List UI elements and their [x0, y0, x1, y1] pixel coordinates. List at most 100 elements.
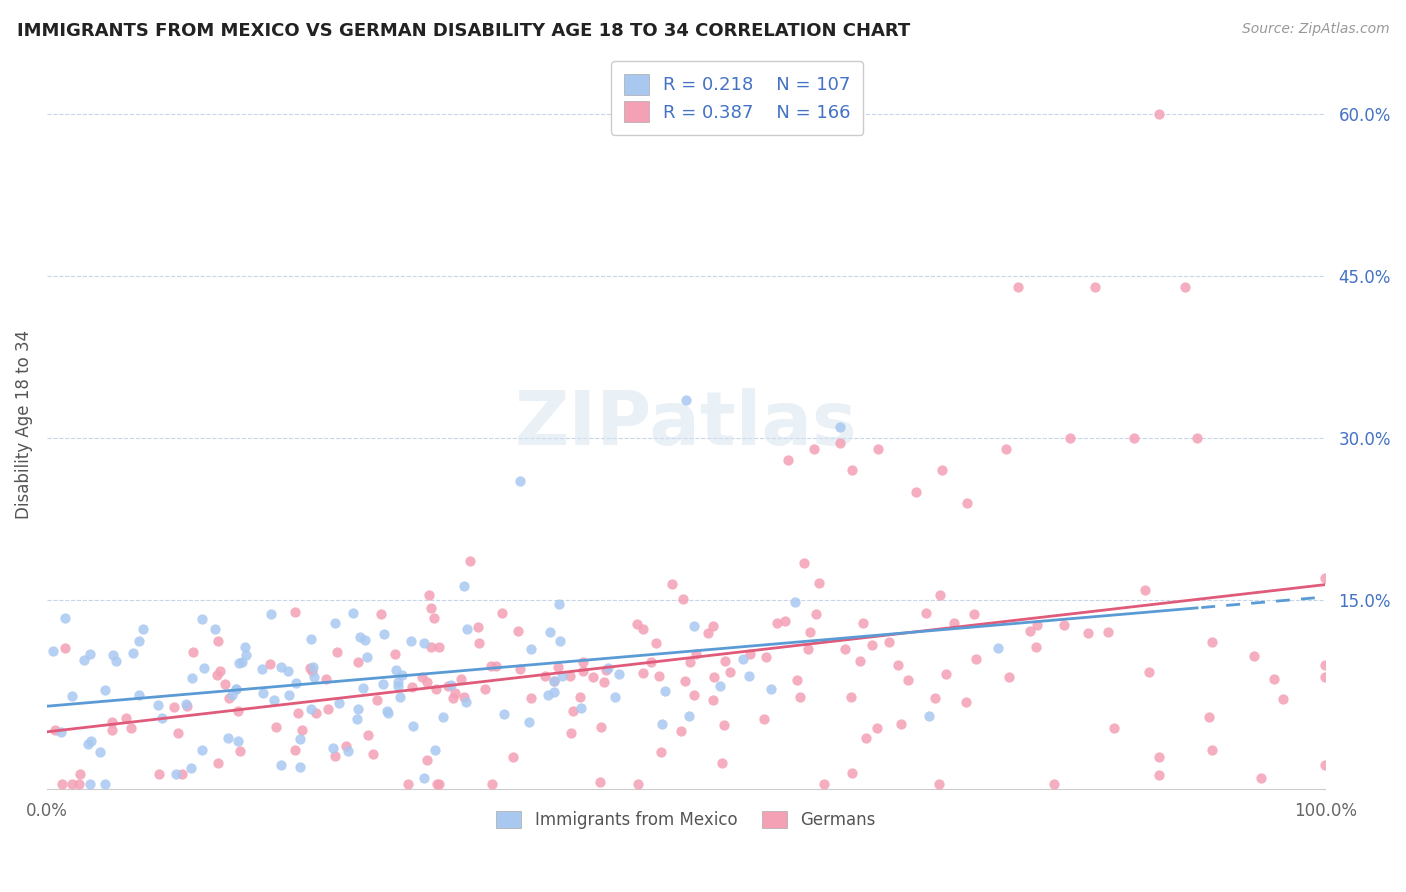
Point [174, 698, 197, 712]
Point [897, 673, 920, 687]
Point [69, 767, 91, 781]
Point [1135, 583, 1157, 598]
Point [51, 725, 73, 739]
Point [128, 688, 150, 702]
Point [44, 723, 66, 738]
Point [1104, 721, 1126, 735]
Point [60, 777, 83, 791]
Point [855, 731, 877, 745]
Point [551, 669, 574, 683]
Point [807, 575, 830, 590]
Point [929, 589, 952, 603]
Point [389, 690, 412, 704]
Point [231, 655, 253, 669]
Point [441, 690, 464, 705]
Point [1201, 743, 1223, 757]
Point [132, 622, 155, 636]
Point [357, 728, 380, 742]
Point [416, 753, 439, 767]
Point [235, 648, 257, 662]
Point [356, 650, 378, 665]
Point [1026, 618, 1049, 632]
Point [849, 654, 872, 668]
Point [377, 706, 399, 720]
Point [1315, 670, 1337, 684]
Point [315, 673, 337, 687]
Point [325, 748, 347, 763]
Point [682, 688, 704, 702]
Point [288, 731, 311, 746]
Point [474, 681, 496, 696]
Point [589, 774, 612, 789]
Point [709, 679, 731, 693]
Point [839, 690, 862, 705]
Point [259, 657, 281, 671]
Point [1147, 768, 1170, 782]
Point [890, 716, 912, 731]
Point [905, 485, 928, 500]
Point [454, 695, 477, 709]
Point [965, 651, 987, 665]
Point [51, 777, 73, 791]
Point [278, 688, 301, 702]
Point [450, 672, 472, 686]
Point [718, 665, 741, 680]
Point [352, 681, 374, 695]
Point [250, 662, 273, 676]
Point [786, 673, 808, 688]
Point [508, 624, 530, 638]
Point [458, 553, 481, 567]
Point [418, 588, 440, 602]
Point [783, 595, 806, 609]
Point [218, 690, 240, 705]
Point [193, 660, 215, 674]
Point [759, 682, 782, 697]
Point [181, 645, 204, 659]
Point [419, 640, 441, 655]
Point [887, 658, 910, 673]
Point [661, 576, 683, 591]
Point [453, 690, 475, 704]
Text: IMMIGRANTS FROM MEXICO VS GERMAN DISABILITY AGE 18 TO 34 CORRELATION CHART: IMMIGRANTS FROM MEXICO VS GERMAN DISABIL… [17, 22, 910, 40]
Point [997, 670, 1019, 684]
Point [804, 607, 827, 621]
Point [931, 463, 953, 477]
Point [673, 674, 696, 689]
Point [366, 693, 388, 707]
Point [572, 664, 595, 678]
Point [76, 738, 98, 752]
Point [654, 683, 676, 698]
Point [918, 709, 941, 723]
Point [841, 766, 863, 780]
Point [217, 731, 239, 745]
Point [443, 686, 465, 700]
Point [322, 741, 344, 756]
Point [789, 690, 811, 705]
Point [942, 615, 965, 630]
Point [121, 646, 143, 660]
Point [191, 612, 214, 626]
Point [304, 706, 326, 720]
Point [439, 678, 461, 692]
Point [270, 758, 292, 772]
Point [287, 706, 309, 720]
Point [569, 690, 592, 705]
Point [94, 777, 117, 791]
Point [773, 614, 796, 628]
Point [427, 640, 450, 654]
Point [572, 655, 595, 669]
Point [793, 556, 815, 570]
Point [543, 673, 565, 688]
Point [427, 777, 450, 791]
Point [146, 698, 169, 712]
Point [180, 761, 202, 775]
Point [813, 777, 835, 791]
Point [605, 690, 627, 705]
Point [181, 671, 204, 685]
Point [207, 756, 229, 770]
Point [631, 623, 654, 637]
Point [591, 720, 613, 734]
Point [323, 615, 346, 630]
Point [316, 702, 339, 716]
Point [547, 660, 569, 674]
